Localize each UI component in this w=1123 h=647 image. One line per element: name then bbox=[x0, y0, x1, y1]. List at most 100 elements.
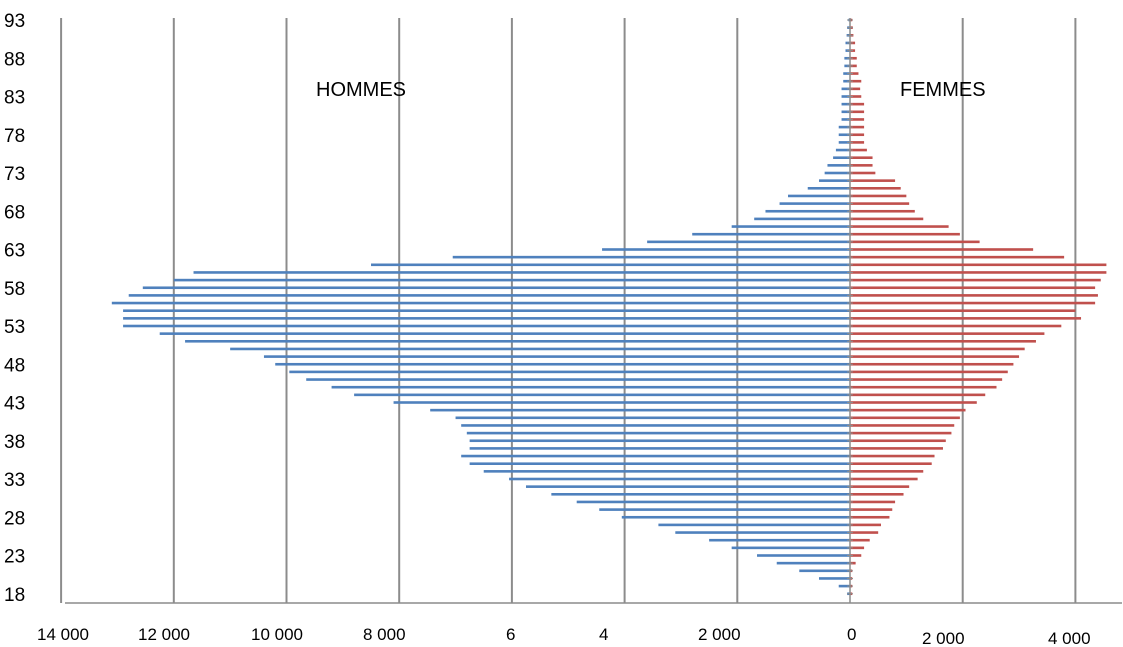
bar-femmes bbox=[850, 141, 865, 144]
bar-femmes bbox=[850, 447, 943, 450]
bar-hommes bbox=[841, 95, 850, 98]
y-tick-label: 68 bbox=[4, 202, 25, 223]
bar-femmes bbox=[850, 355, 1020, 358]
x-tick-label: 4 000 bbox=[1048, 629, 1091, 647]
bar-hommes bbox=[833, 156, 850, 159]
y-tick-label: 43 bbox=[4, 394, 25, 415]
y-tick-label: 63 bbox=[4, 241, 25, 262]
bar-hommes bbox=[647, 240, 850, 244]
bar-hommes bbox=[835, 148, 850, 152]
bar-hommes bbox=[142, 286, 850, 290]
annotation-hommes: HOMMES bbox=[316, 79, 406, 101]
bar-hommes bbox=[354, 393, 850, 397]
bar-femmes bbox=[850, 187, 901, 190]
bar-femmes bbox=[850, 515, 890, 519]
y-tick-label: 28 bbox=[4, 508, 25, 529]
x-tick-label: 6 bbox=[506, 625, 515, 644]
bar-hommes bbox=[709, 538, 850, 542]
bar-hommes bbox=[461, 454, 850, 458]
bar-femmes bbox=[850, 538, 870, 542]
y-tick-label: 53 bbox=[4, 317, 25, 338]
bar-hommes bbox=[765, 209, 850, 213]
bar-hommes bbox=[841, 110, 850, 114]
bar-femmes bbox=[850, 309, 1076, 312]
bar-hommes bbox=[371, 263, 850, 267]
bar-hommes bbox=[525, 485, 850, 488]
bar-femmes bbox=[850, 531, 879, 534]
bar-femmes bbox=[850, 454, 935, 458]
bar-femmes bbox=[850, 493, 904, 496]
bar-femmes bbox=[850, 340, 1036, 343]
bar-femmes bbox=[850, 179, 896, 182]
bar-hommes bbox=[306, 378, 850, 381]
bar-femmes bbox=[850, 110, 865, 114]
x-tick-label: 0 bbox=[847, 625, 856, 644]
y-tick-label: 38 bbox=[4, 432, 25, 453]
bar-femmes bbox=[850, 424, 955, 427]
bar-femmes bbox=[850, 118, 865, 121]
bar-femmes bbox=[850, 72, 859, 75]
bar-femmes bbox=[850, 500, 896, 504]
bar-hommes bbox=[838, 584, 850, 588]
bar-femmes bbox=[850, 508, 893, 511]
bar-femmes bbox=[850, 87, 861, 91]
bar-hommes bbox=[469, 439, 850, 443]
bar-hommes bbox=[757, 554, 850, 557]
bar-femmes bbox=[850, 370, 1008, 374]
bar-hommes bbox=[159, 332, 850, 335]
bar-femmes bbox=[850, 378, 1003, 381]
y-tick-label: 88 bbox=[4, 49, 25, 70]
axes bbox=[65, 18, 1122, 604]
bar-hommes bbox=[461, 424, 850, 427]
bar-hommes bbox=[843, 72, 850, 75]
bar-hommes bbox=[455, 416, 850, 420]
bar-hommes bbox=[263, 355, 851, 358]
y-tick-label: 23 bbox=[4, 547, 25, 568]
bar-hommes bbox=[123, 317, 850, 320]
bar-hommes bbox=[841, 87, 850, 91]
bar-hommes bbox=[776, 561, 850, 565]
bar-hommes bbox=[331, 385, 851, 389]
x-tick-label: 8 000 bbox=[363, 625, 406, 644]
bar-hommes bbox=[731, 546, 850, 550]
bar-femmes bbox=[850, 554, 862, 557]
bar-femmes bbox=[850, 408, 966, 412]
bar-hommes bbox=[466, 431, 850, 435]
bar-femmes bbox=[850, 462, 932, 465]
bar-femmes bbox=[850, 294, 1098, 297]
bar-femmes bbox=[850, 332, 1045, 335]
bar-femmes bbox=[850, 470, 924, 473]
bar-hommes bbox=[599, 508, 850, 511]
bar-hommes bbox=[469, 462, 850, 465]
bar-femmes bbox=[850, 401, 977, 404]
bar-femmes bbox=[850, 485, 910, 488]
bar-femmes bbox=[850, 217, 924, 221]
bar-hommes bbox=[827, 164, 850, 167]
bar-femmes bbox=[850, 148, 867, 152]
bar-hommes bbox=[819, 179, 850, 182]
x-tick-label: 2 000 bbox=[922, 629, 965, 647]
bar-femmes bbox=[850, 385, 997, 389]
bar-hommes bbox=[111, 301, 850, 305]
bar-femmes bbox=[850, 209, 915, 213]
x-tick-label: 14 000 bbox=[37, 625, 89, 644]
bar-hommes bbox=[173, 278, 851, 282]
bar-hommes bbox=[289, 370, 850, 374]
bar-femmes bbox=[850, 164, 873, 167]
bar-femmes bbox=[850, 125, 865, 129]
bar-hommes bbox=[658, 523, 850, 527]
bar-hommes bbox=[551, 493, 850, 496]
bar-hommes bbox=[692, 232, 850, 236]
bar-hommes bbox=[185, 340, 850, 343]
bar-femmes bbox=[850, 202, 910, 205]
bar-hommes bbox=[788, 194, 850, 198]
bar-hommes bbox=[452, 255, 850, 259]
y-tick-label: 78 bbox=[4, 126, 25, 147]
bar-hommes bbox=[621, 515, 850, 519]
bar-femmes bbox=[850, 286, 1096, 290]
bar-femmes bbox=[850, 156, 873, 159]
x-tick-label: 2 000 bbox=[698, 625, 741, 644]
y-tick-label: 83 bbox=[4, 88, 25, 109]
bar-hommes bbox=[731, 225, 850, 228]
